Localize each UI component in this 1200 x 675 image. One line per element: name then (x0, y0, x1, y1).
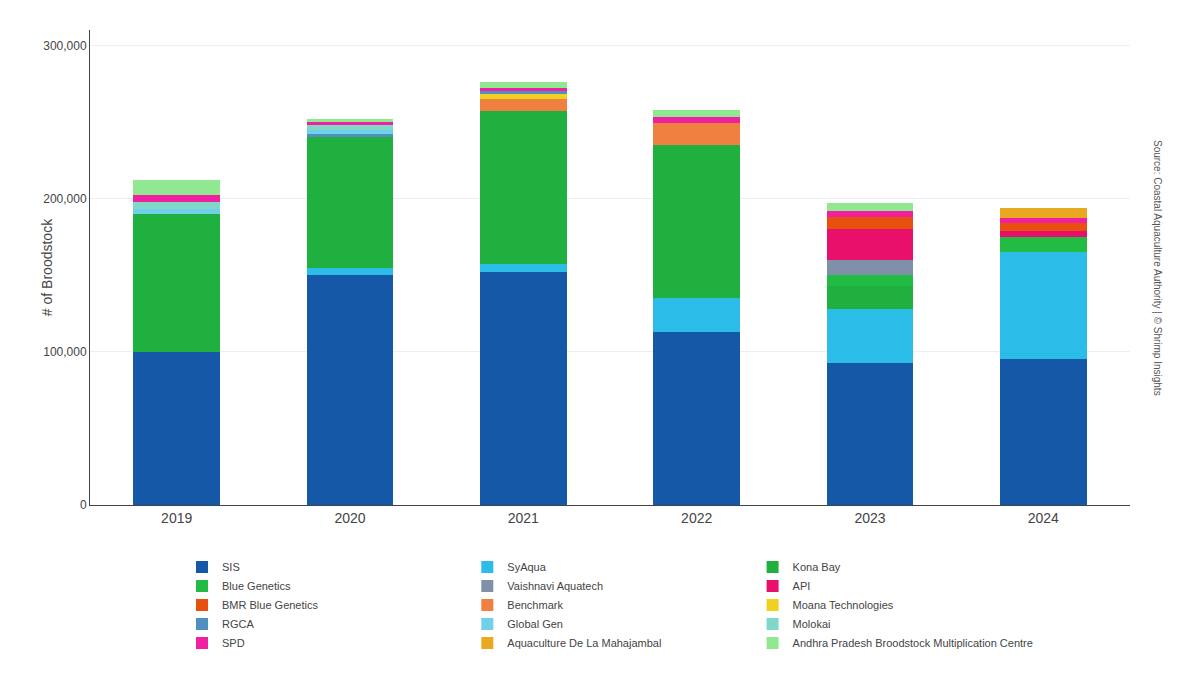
svg-text:300,000: 300,000 (43, 39, 87, 53)
svg-text:2023: 2023 (854, 510, 885, 526)
svg-text:Source: Coastal Aquaculture Au: Source: Coastal Aquaculture Authority | … (1152, 140, 1163, 396)
svg-text:2024: 2024 (1028, 510, 1059, 526)
svg-text:200,000: 200,000 (43, 192, 87, 206)
svg-text:Andhra Pradesh Broodstock Mult: Andhra Pradesh Broodstock Multiplication… (793, 637, 1033, 649)
svg-text:RGCA: RGCA (222, 618, 254, 630)
svg-text:Global Gen: Global Gen (507, 618, 563, 630)
svg-text:2022: 2022 (681, 510, 712, 526)
svg-text:Kona Bay: Kona Bay (793, 561, 841, 573)
svg-text:2019: 2019 (161, 510, 192, 526)
svg-text:2020: 2020 (334, 510, 365, 526)
svg-text:Molokai: Molokai (793, 618, 831, 630)
svg-text:Aquaculture De La Mahajambal: Aquaculture De La Mahajambal (507, 637, 661, 649)
svg-text:Blue Genetics: Blue Genetics (222, 580, 291, 592)
svg-text:# of Broodstock: # of Broodstock (39, 218, 55, 316)
svg-text:SIS: SIS (222, 561, 240, 573)
svg-text:Benchmark: Benchmark (507, 599, 563, 611)
svg-text:BMR Blue Genetics: BMR Blue Genetics (222, 599, 318, 611)
svg-text:2021: 2021 (508, 510, 539, 526)
svg-text:0: 0 (80, 498, 87, 512)
svg-text:Vaishnavi Aquatech: Vaishnavi Aquatech (507, 580, 603, 592)
svg-text:100,000: 100,000 (43, 345, 87, 359)
svg-text:API: API (793, 580, 811, 592)
svg-text:Moana Technologies: Moana Technologies (793, 599, 894, 611)
svg-text:SyAqua: SyAqua (507, 561, 546, 573)
svg-text:SPD: SPD (222, 637, 245, 649)
